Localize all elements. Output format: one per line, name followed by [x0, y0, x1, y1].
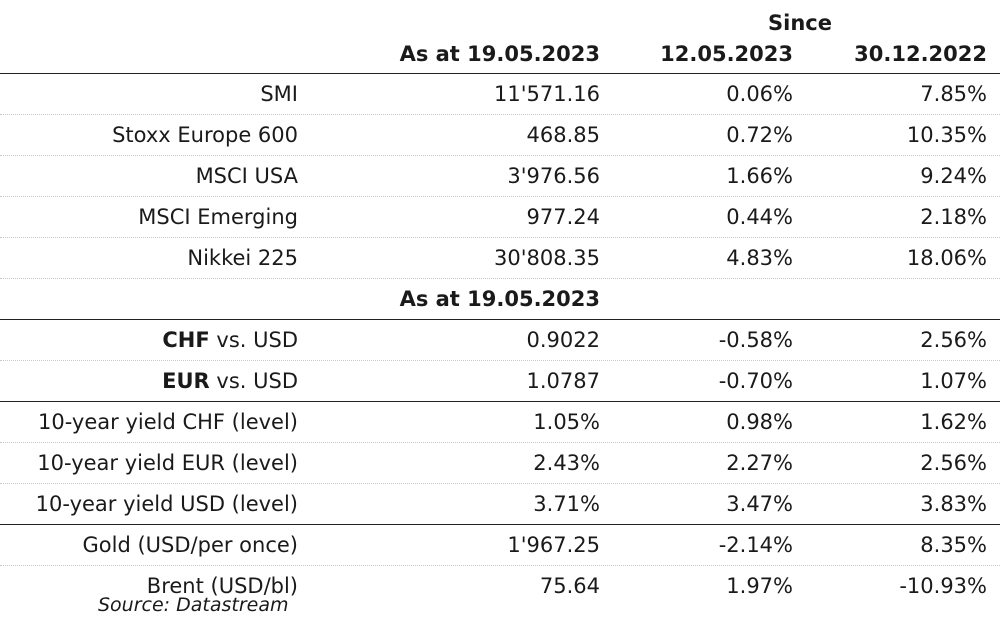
- row-week-change: 0.98%: [726, 410, 793, 434]
- row-week-change: 1.97%: [726, 574, 793, 598]
- column-header-row: As at 19.05.2023 12.05.2023 30.12.2022: [0, 40, 1000, 74]
- row-label: SMI: [260, 82, 298, 106]
- row-value: 3.71%: [533, 492, 600, 516]
- row-ytd-change: 1.62%: [920, 410, 987, 434]
- row-ytd-change: 2.56%: [920, 451, 987, 475]
- source-note: Source: Datastream: [98, 594, 289, 616]
- table-row: EUR vs. USD 1.0787 -0.70% 1.07%: [0, 361, 1000, 402]
- currency-code: CHF: [162, 328, 210, 352]
- row-week-change: 0.72%: [726, 123, 793, 147]
- row-label: Brent (USD/bl): [146, 574, 298, 598]
- col-header-ytd: 30.12.2022: [854, 42, 987, 66]
- currency-code: EUR: [162, 369, 210, 393]
- row-ytd-change: 1.07%: [920, 369, 987, 393]
- table-row: 10-year yield CHF (level) 1.05% 0.98% 1.…: [0, 402, 1000, 443]
- row-value: 1.05%: [533, 410, 600, 434]
- row-value: 2.43%: [533, 451, 600, 475]
- col-header-as-at: As at 19.05.2023: [399, 42, 600, 66]
- market-data-table: Since As at 19.05.2023 12.05.2023 30.12.…: [0, 0, 1000, 606]
- row-label: MSCI Emerging: [138, 205, 298, 229]
- table-row: Nikkei 225 30'808.35 4.83% 18.06%: [0, 238, 1000, 279]
- row-week-change: 2.27%: [726, 451, 793, 475]
- table-row: Stoxx Europe 600 468.85 0.72% 10.35%: [0, 115, 1000, 156]
- row-label: 10-year yield CHF (level): [37, 410, 298, 434]
- row-ytd-change: 2.56%: [920, 328, 987, 352]
- row-label: 10-year yield EUR (level): [37, 451, 298, 475]
- row-ytd-change: 8.35%: [920, 533, 987, 557]
- row-ytd-change: -10.93%: [899, 574, 987, 598]
- currency-pair-suffix: vs. USD: [209, 369, 298, 393]
- since-label: Since: [768, 11, 832, 35]
- row-label: Gold (USD/per once): [82, 533, 298, 557]
- row-week-change: 0.06%: [726, 82, 793, 106]
- row-value: 3'976.56: [507, 164, 600, 188]
- row-ytd-change: 2.18%: [920, 205, 987, 229]
- row-week-change: 1.66%: [726, 164, 793, 188]
- table-row: 10-year yield EUR (level) 2.43% 2.27% 2.…: [0, 443, 1000, 484]
- row-week-change: -0.70%: [718, 369, 793, 393]
- row-label: Stoxx Europe 600: [112, 123, 298, 147]
- subheader-row: As at 19.05.2023: [0, 279, 1000, 320]
- row-label: 10-year yield USD (level): [35, 492, 298, 516]
- row-ytd-change: 10.35%: [906, 123, 987, 147]
- row-value: 1'967.25: [507, 533, 600, 557]
- row-value: 30'808.35: [494, 246, 600, 270]
- row-value: 468.85: [526, 123, 600, 147]
- table-row: Brent (USD/bl) 75.64 1.97% -10.93%: [0, 566, 1000, 606]
- row-week-change: -2.14%: [718, 533, 793, 557]
- row-label: MSCI USA: [195, 164, 298, 188]
- row-ytd-change: 3.83%: [920, 492, 987, 516]
- table-row: CHF vs. USD 0.9022 -0.58% 2.56%: [0, 320, 1000, 361]
- currency-pair-suffix: vs. USD: [209, 328, 298, 352]
- row-value: 11'571.16: [494, 82, 600, 106]
- row-week-change: -0.58%: [718, 328, 793, 352]
- row-value: 977.24: [526, 205, 600, 229]
- row-ytd-change: 7.85%: [920, 82, 987, 106]
- row-week-change: 3.47%: [726, 492, 793, 516]
- table-row: 10-year yield USD (level) 3.71% 3.47% 3.…: [0, 484, 1000, 525]
- row-label: EUR vs. USD: [0, 361, 298, 401]
- col-header-week: 12.05.2023: [660, 42, 793, 66]
- table-row: MSCI Emerging 977.24 0.44% 2.18%: [0, 197, 1000, 238]
- table-row: SMI 11'571.16 0.06% 7.85%: [0, 74, 1000, 115]
- since-header-row: Since: [0, 0, 1000, 40]
- row-value: 75.64: [539, 574, 600, 598]
- row-value: 1.0787: [526, 369, 600, 393]
- row-week-change: 0.44%: [726, 205, 793, 229]
- row-label: Nikkei 225: [187, 246, 298, 270]
- row-ytd-change: 18.06%: [906, 246, 987, 270]
- row-ytd-change: 9.24%: [920, 164, 987, 188]
- row-label: CHF vs. USD: [0, 320, 298, 360]
- table-row: Gold (USD/per once) 1'967.25 -2.14% 8.35…: [0, 525, 1000, 566]
- subheader-as-at: As at 19.05.2023: [399, 287, 600, 311]
- table-row: MSCI USA 3'976.56 1.66% 9.24%: [0, 156, 1000, 197]
- row-week-change: 4.83%: [726, 246, 793, 270]
- row-value: 0.9022: [526, 328, 600, 352]
